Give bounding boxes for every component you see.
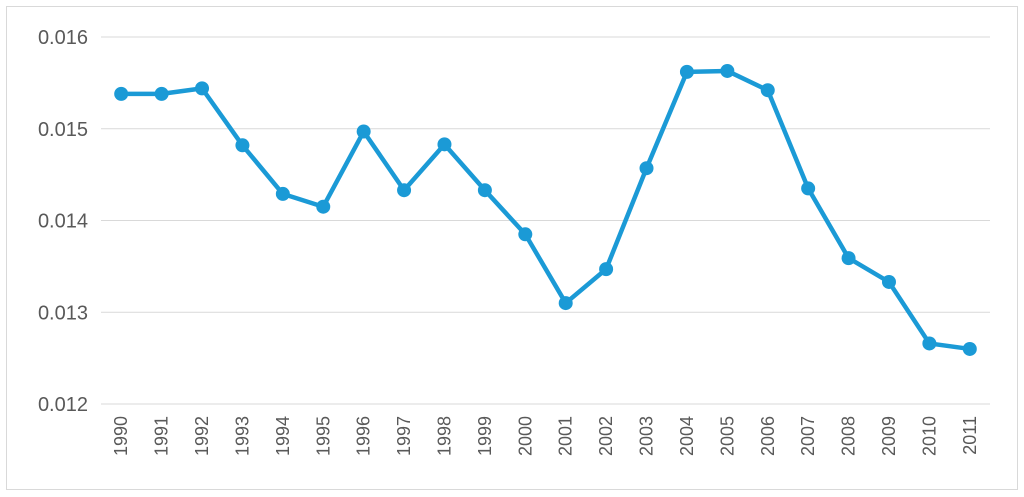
- x-tick-label: 1994: [273, 416, 293, 456]
- x-tick-label: 1997: [394, 416, 414, 456]
- data-point-1995: [316, 199, 331, 214]
- data-point-1991: [154, 86, 169, 101]
- x-tick-label: 2004: [677, 416, 697, 456]
- x-tick-label: 2008: [839, 416, 859, 456]
- x-tick-label: 1993: [232, 416, 252, 456]
- y-tick-label: 0.015: [38, 119, 88, 141]
- y-tick-label: 0.013: [38, 302, 88, 324]
- x-tick-label: 2007: [798, 416, 818, 456]
- data-point-1994: [275, 186, 290, 201]
- series-line-0: [118, 68, 973, 352]
- y-tick-label: 0.012: [38, 394, 88, 416]
- data-point-1992: [195, 81, 210, 96]
- x-tick-label: 2006: [758, 416, 778, 456]
- data-point-1993: [235, 138, 250, 153]
- x-tick-label: 1992: [192, 416, 212, 456]
- x-tick-label: 2003: [637, 416, 657, 456]
- gridlines: [101, 36, 990, 405]
- data-point-2006: [760, 83, 775, 98]
- data-point-1998: [437, 137, 452, 152]
- x-tick-label: 1991: [152, 416, 172, 456]
- data-point-2010: [922, 336, 937, 351]
- data-point-2003: [639, 161, 654, 176]
- x-tick-label: 2005: [717, 416, 737, 456]
- data-point-2009: [881, 274, 896, 289]
- x-tick-label: 2009: [879, 416, 899, 456]
- y-tick-label: 0.016: [38, 27, 88, 49]
- x-tick-label: 2001: [556, 416, 576, 456]
- data-point-2002: [599, 262, 614, 277]
- y-tick-label: 0.014: [38, 211, 88, 233]
- x-tick-label: 1996: [354, 416, 374, 456]
- y-tick-labels: 0.012 0.013 0.014 0.015 0.016: [38, 27, 88, 416]
- data-point-2000: [518, 227, 533, 242]
- x-tick-label: 1998: [434, 416, 454, 456]
- data-point-1990: [114, 86, 129, 101]
- data-point-1997: [397, 183, 412, 198]
- x-tick-label: 2011: [960, 416, 980, 455]
- x-tick-label: 1995: [313, 416, 333, 456]
- chart-frame: [6, 6, 1018, 490]
- data-point-2004: [679, 64, 694, 79]
- data-point-2007: [801, 181, 816, 196]
- data-point-2008: [841, 251, 856, 266]
- data-point-2005: [720, 63, 735, 78]
- data-point-1996: [356, 124, 371, 139]
- data-point-2001: [558, 296, 573, 311]
- x-tick-label: 2000: [515, 416, 535, 456]
- x-tick-label: 1999: [475, 416, 495, 456]
- data-point-1999: [477, 183, 492, 198]
- x-tick-label: 1990: [111, 416, 131, 456]
- data-point-2011: [962, 341, 977, 356]
- x-tick-label: 2010: [919, 416, 939, 456]
- x-tick-label: 2002: [596, 416, 616, 456]
- series-group: [114, 63, 977, 356]
- x-tick-labels: 1990 1991 1992 1993 1994 1995 1996 1997 1998 1999…: [111, 416, 980, 456]
